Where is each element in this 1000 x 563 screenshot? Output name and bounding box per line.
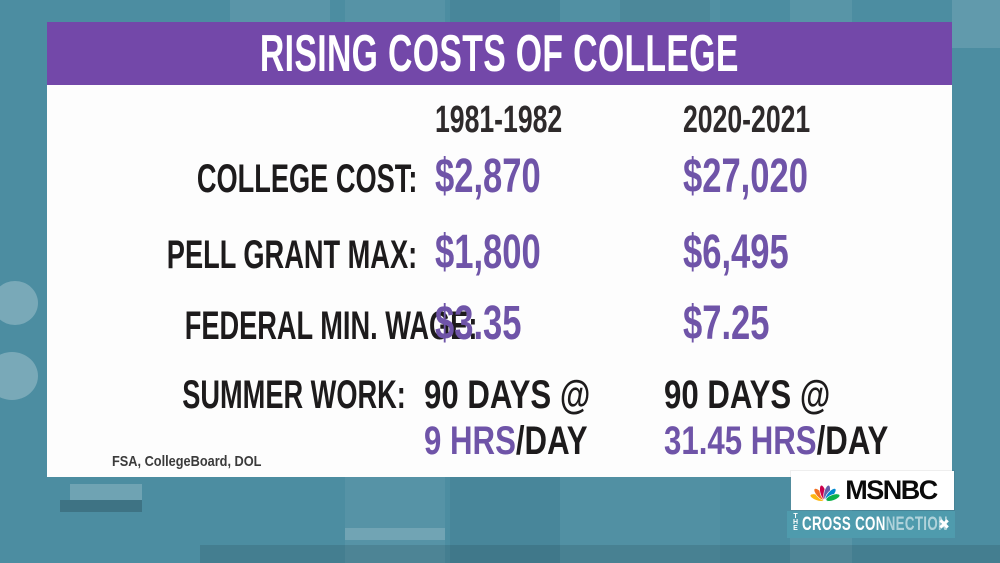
table-row: COLLEGE COST: $2,870 $27,020 [47, 153, 952, 201]
value-cell-line1: 90 DAYS @ [423, 373, 590, 417]
show-the-label: THE [792, 513, 799, 531]
bg-patch [345, 528, 445, 540]
value-cell: $1,800 [435, 226, 541, 279]
value-cell: $7.25 [683, 297, 770, 350]
hours-highlight: 9 HRS [423, 419, 516, 463]
page-title: RISING COSTS OF COLLEGE [260, 24, 739, 83]
table-row: FEDERAL MIN. WAGE: $3.35 $7.25 [47, 300, 952, 348]
msnbc-logo: MSNBC [791, 471, 954, 510]
row-label: FEDERAL MIN. WAGE: [184, 304, 478, 348]
row-label: SUMMER WORK: [181, 373, 406, 417]
value-cell-line2: 9 HRS/DAY [424, 418, 598, 464]
cost-table: 1981-1982 2020-2021 COLLEGE COST: $2,870… [47, 85, 952, 477]
info-card: RISING COSTS OF COLLEGE 1981-1982 2020-2… [47, 22, 952, 477]
row-label: PELL GRANT MAX: [166, 233, 417, 277]
show-logo: THE CROSS CONNECTION ✖ [787, 511, 955, 538]
bg-circle [0, 281, 38, 325]
peacock-icon [810, 484, 841, 502]
source-citation: FSA, CollegeBoard, DOL [112, 453, 262, 470]
bg-patch [70, 484, 142, 500]
value-cell-line2: 31.45 HRS/DAY [664, 418, 888, 464]
bg-stripe [200, 545, 1000, 563]
value-cell: $6,495 [683, 226, 789, 279]
value-cell: $3.35 [435, 297, 522, 350]
bg-circle [0, 352, 38, 400]
table-header-row: 1981-1982 2020-2021 [47, 101, 952, 139]
col-header-2020-2021: 2020-2021 [683, 99, 811, 141]
cross-x-icon: ✖ [938, 516, 950, 533]
card-header: RISING COSTS OF COLLEGE [47, 22, 952, 85]
bg-patch [952, 0, 1000, 48]
bg-stripe [620, 0, 710, 24]
hours-highlight: 31.45 HRS [664, 419, 818, 463]
value-cell: $2,870 [435, 150, 541, 203]
per-day-suffix: /DAY [515, 419, 588, 463]
table-row-summer: SUMMER WORK: 90 DAYS @ 9 HRS/DAY 90 DAYS… [47, 372, 952, 464]
per-day-suffix: /DAY [817, 419, 889, 463]
network-name: MSNBC [845, 475, 938, 505]
value-cell: $27,020 [683, 150, 808, 203]
table-row: PELL GRANT MAX: $1,800 $6,495 [47, 229, 952, 277]
row-label: COLLEGE COST: [196, 157, 417, 201]
bg-stripe [230, 0, 330, 24]
col-header-1981-1982: 1981-1982 [435, 99, 563, 141]
show-name: CROSS CONNECTION [802, 513, 949, 535]
bg-patch [60, 500, 142, 512]
value-cell-line1: 90 DAYS @ [664, 373, 831, 417]
